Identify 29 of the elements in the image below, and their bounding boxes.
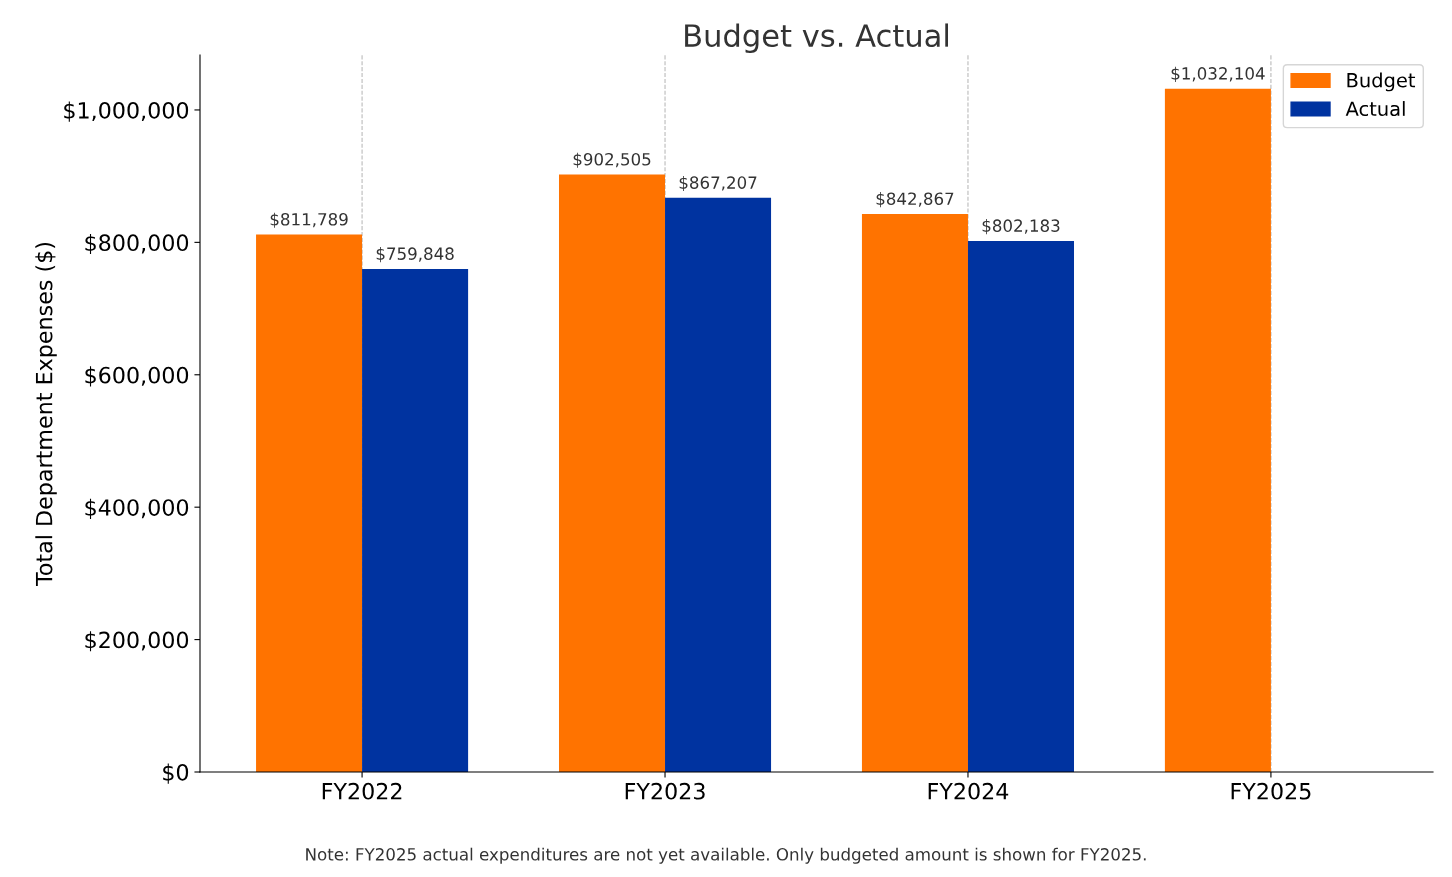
y-tick-label: $1,000,000	[64, 101, 189, 122]
bar	[558, 174, 666, 772]
y-tick-label: $400,000	[85, 498, 189, 519]
legend-label: Actual	[1345, 101, 1405, 117]
y-tick-label: $600,000	[85, 366, 189, 387]
data-label: $1,032,104	[1171, 66, 1265, 82]
chart-title: Budget vs. Actual	[685, 23, 949, 54]
bar	[967, 240, 1075, 772]
data-label: $902,505	[573, 152, 651, 168]
bar	[665, 197, 772, 772]
bar	[362, 268, 469, 772]
bar	[256, 234, 363, 772]
bar	[861, 213, 968, 772]
text: Note: FY2025 actual expenditures are not yet available. Only budgeted amount is shown for FY2025.	[306, 847, 1146, 864]
y-axis-title: Total Department Expenses ($)	[35, 242, 57, 587]
x-tick-label: FY2025	[1231, 782, 1311, 800]
x-tick-label: FY2022	[322, 782, 402, 800]
data-label: $802,183	[982, 219, 1060, 235]
data-label: $759,848	[376, 247, 454, 263]
x-tick-label: FY2023	[625, 782, 705, 800]
legend-label: Budget	[1347, 72, 1416, 92]
bar	[1164, 88, 1271, 772]
y-tick-label: $200,000	[85, 631, 189, 652]
y-tick-label: $0	[163, 763, 189, 784]
data-label: $842,867	[876, 192, 954, 208]
data-label: $811,789	[270, 212, 348, 228]
data-label: $867,207	[679, 176, 757, 192]
y-tick-label: $800,000	[85, 233, 189, 255]
x-tick-label: FY2024	[928, 782, 1009, 800]
